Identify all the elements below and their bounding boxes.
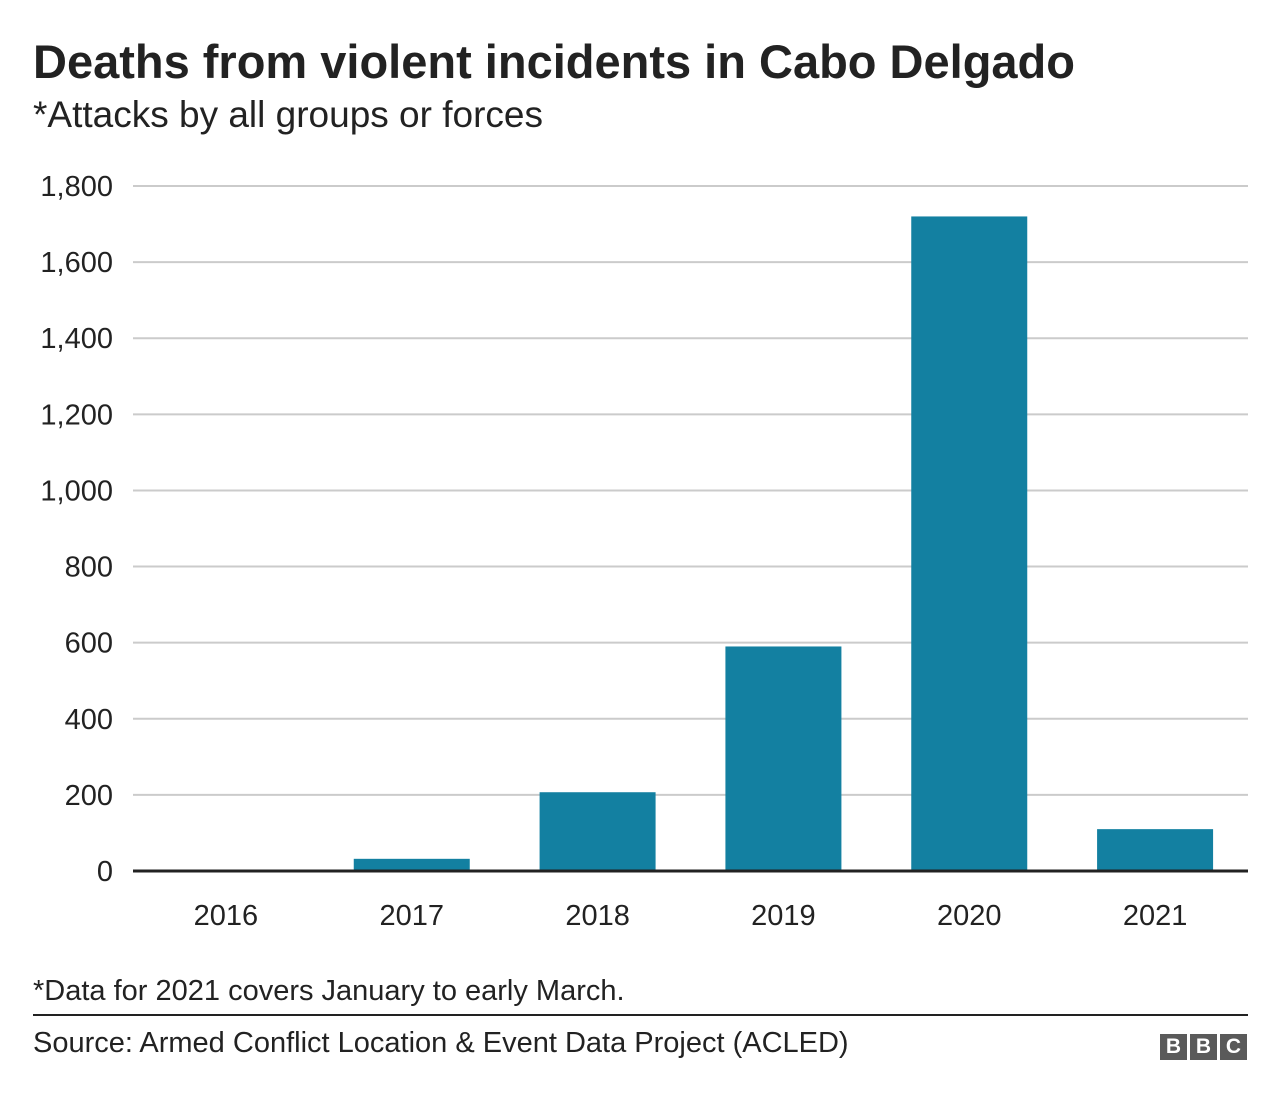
- bbc-logo-block: B: [1160, 1034, 1187, 1060]
- bar-2018: [540, 792, 656, 871]
- y-axis-ticks: 0 200 400 600 800 1,000 1,200 1,400 1,600 1,800: [40, 171, 113, 888]
- source-note: Source: Armed Conflict Location & Event …: [33, 1027, 849, 1060]
- y-tick-label: 800: [65, 552, 113, 584]
- y-tick-label: 1,400: [40, 323, 113, 355]
- y-tick-label: 1,200: [40, 399, 113, 431]
- y-tick-label: 600: [65, 628, 113, 660]
- bar-2021: [1097, 829, 1213, 871]
- bbc-logo-block: B: [1190, 1034, 1217, 1060]
- bar-2017: [354, 859, 470, 871]
- x-tick-label: 2021: [1123, 900, 1188, 932]
- bar-2019: [725, 646, 841, 871]
- bar-chart: 0 200 400 600 800 1,000 1,200 1,400 1,600 1,800 2…: [0, 0, 1280, 950]
- x-axis-ticks: 2016 2017 2018 2019 2020 2021: [194, 900, 1188, 932]
- bbc-logo: B B C: [1160, 1034, 1247, 1060]
- bars: [354, 216, 1213, 871]
- chart-footnote: *Data for 2021 covers January to early M…: [33, 975, 625, 1008]
- y-tick-label: 1,600: [40, 247, 113, 279]
- gridlines: [133, 186, 1248, 795]
- bar-2020: [911, 216, 1027, 871]
- x-tick-label: 2019: [751, 900, 816, 932]
- y-tick-label: 0: [97, 856, 113, 888]
- y-tick-label: 1,000: [40, 475, 113, 507]
- x-tick-label: 2017: [379, 900, 444, 932]
- x-tick-label: 2020: [937, 900, 1002, 932]
- y-tick-label: 200: [65, 780, 113, 812]
- x-tick-label: 2018: [565, 900, 630, 932]
- y-tick-label: 1,800: [40, 171, 113, 203]
- y-tick-label: 400: [65, 704, 113, 736]
- x-tick-label: 2016: [194, 900, 259, 932]
- bbc-logo-block: C: [1220, 1034, 1247, 1060]
- footer-divider: [33, 1014, 1248, 1016]
